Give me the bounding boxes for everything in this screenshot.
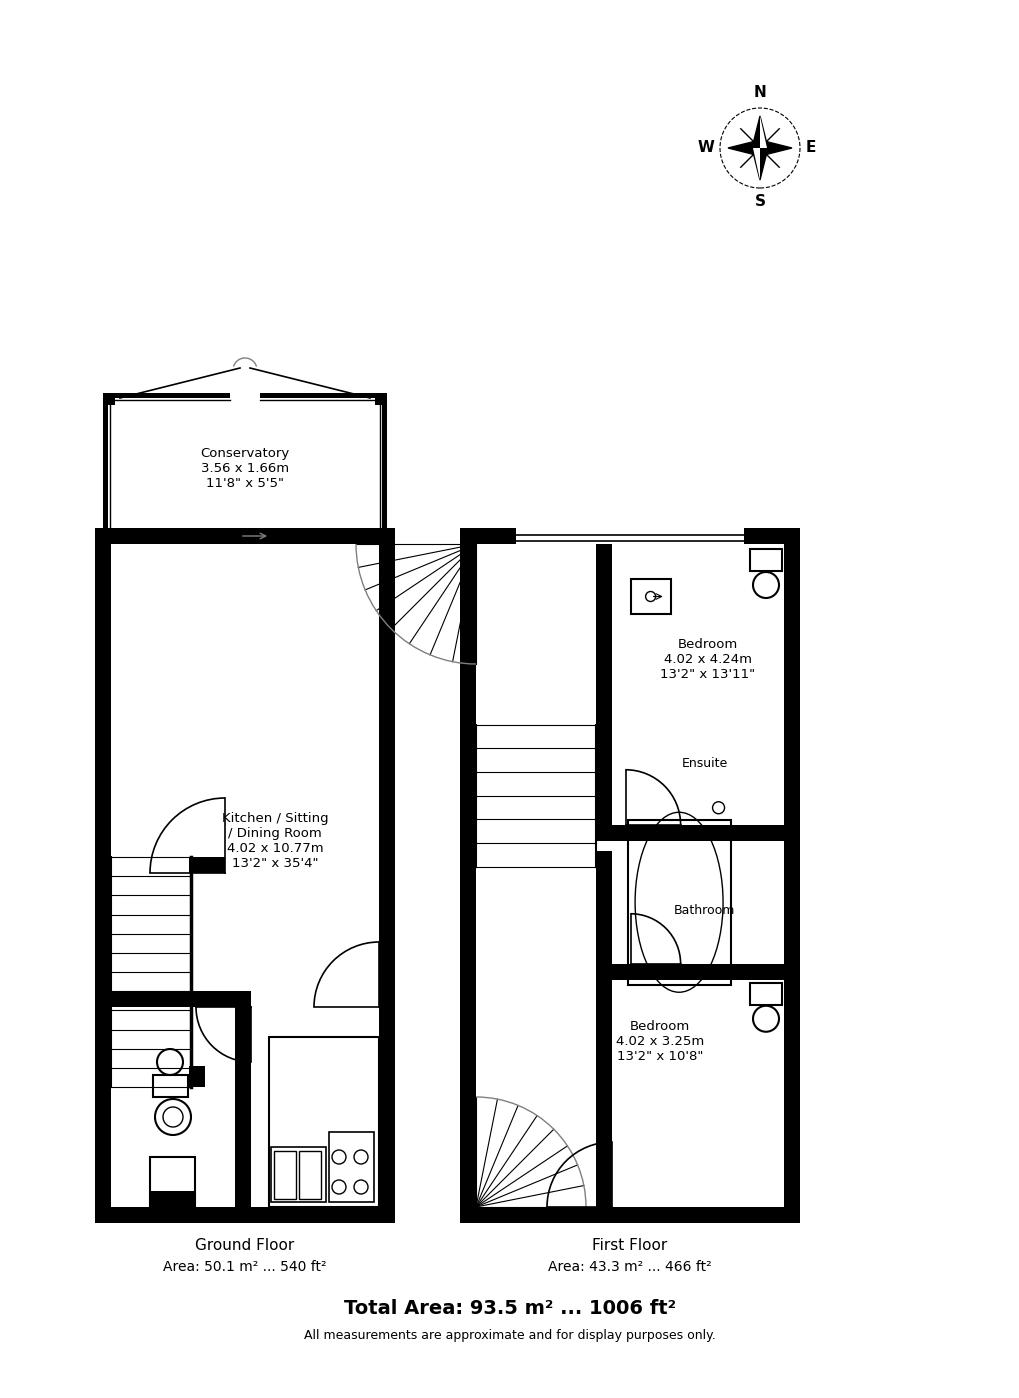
Bar [271, 1146, 326, 1202]
Text: Kitchen / Sitting
/ Dining Room
4.02 x 10.77m
13'2" x 35'4": Kitchen / Sitting / Dining Room 4.02 x 1… [221, 812, 328, 870]
Bar [379, 528, 394, 1223]
Bar [375, 533, 386, 544]
Bar [375, 393, 386, 405]
Bar [595, 825, 611, 840]
Bar [189, 857, 225, 872]
Bar [630, 579, 669, 614]
Bar [234, 991, 251, 1206]
Bar [299, 1151, 321, 1199]
Bar [611, 825, 784, 840]
Bar [151, 1158, 196, 1206]
Text: Ground Floor: Ground Floor [196, 1239, 294, 1253]
Bar [153, 1075, 187, 1097]
Polygon shape [751, 116, 767, 148]
Bar [103, 393, 108, 544]
Bar [103, 393, 115, 405]
Bar [269, 1037, 379, 1206]
Bar [749, 983, 782, 1005]
Text: Area: 50.1 m² ... 540 ft²: Area: 50.1 m² ... 540 ft² [163, 1260, 326, 1274]
Bar [103, 533, 115, 544]
Bar [784, 909, 799, 969]
Text: Conservatory
3.56 x 1.66m
11'8" x 5'5": Conservatory 3.56 x 1.66m 11'8" x 5'5" [200, 447, 289, 491]
Polygon shape [751, 148, 767, 180]
Bar [151, 1191, 196, 1206]
Bar [595, 851, 611, 1206]
Text: Bathroom: Bathroom [674, 903, 735, 917]
Bar [595, 544, 611, 840]
Bar [329, 1132, 374, 1202]
Bar [95, 528, 111, 1223]
Bar [784, 528, 799, 1223]
Bar [516, 528, 743, 544]
Bar [189, 1067, 205, 1088]
Polygon shape [728, 140, 759, 157]
Bar [460, 1206, 799, 1223]
Bar [627, 819, 730, 984]
Bar [111, 991, 234, 1007]
Bar [609, 963, 630, 980]
Bar [749, 549, 782, 570]
Bar [460, 528, 476, 1223]
Text: First Floor: First Floor [592, 1239, 667, 1253]
Bar [95, 1206, 394, 1223]
Text: Area: 43.3 m² ... 466 ft²: Area: 43.3 m² ... 466 ft² [547, 1260, 711, 1274]
Text: Ensuite: Ensuite [681, 758, 728, 770]
Bar [382, 393, 386, 544]
Bar [460, 528, 799, 544]
Polygon shape [752, 148, 759, 180]
Polygon shape [759, 116, 766, 148]
Polygon shape [759, 140, 791, 157]
Text: N: N [753, 85, 765, 101]
Bar [609, 963, 784, 980]
Bar [260, 393, 386, 398]
Text: E: E [805, 141, 815, 155]
Text: Bedroom
4.02 x 4.24m
13'2" x 13'11": Bedroom 4.02 x 4.24m 13'2" x 13'11" [659, 637, 755, 681]
Text: S: S [754, 194, 764, 208]
Bar [95, 528, 394, 544]
Text: Bedroom
4.02 x 3.25m
13'2" x 10'8": Bedroom 4.02 x 3.25m 13'2" x 10'8" [615, 1021, 703, 1064]
Bar [103, 393, 229, 398]
Text: Total Area: 93.5 m² ... 1006 ft²: Total Area: 93.5 m² ... 1006 ft² [343, 1299, 676, 1317]
Text: W: W [696, 141, 713, 155]
Bar [274, 1151, 296, 1199]
Text: All measurements are approximate and for display purposes only.: All measurements are approximate and for… [304, 1329, 715, 1342]
